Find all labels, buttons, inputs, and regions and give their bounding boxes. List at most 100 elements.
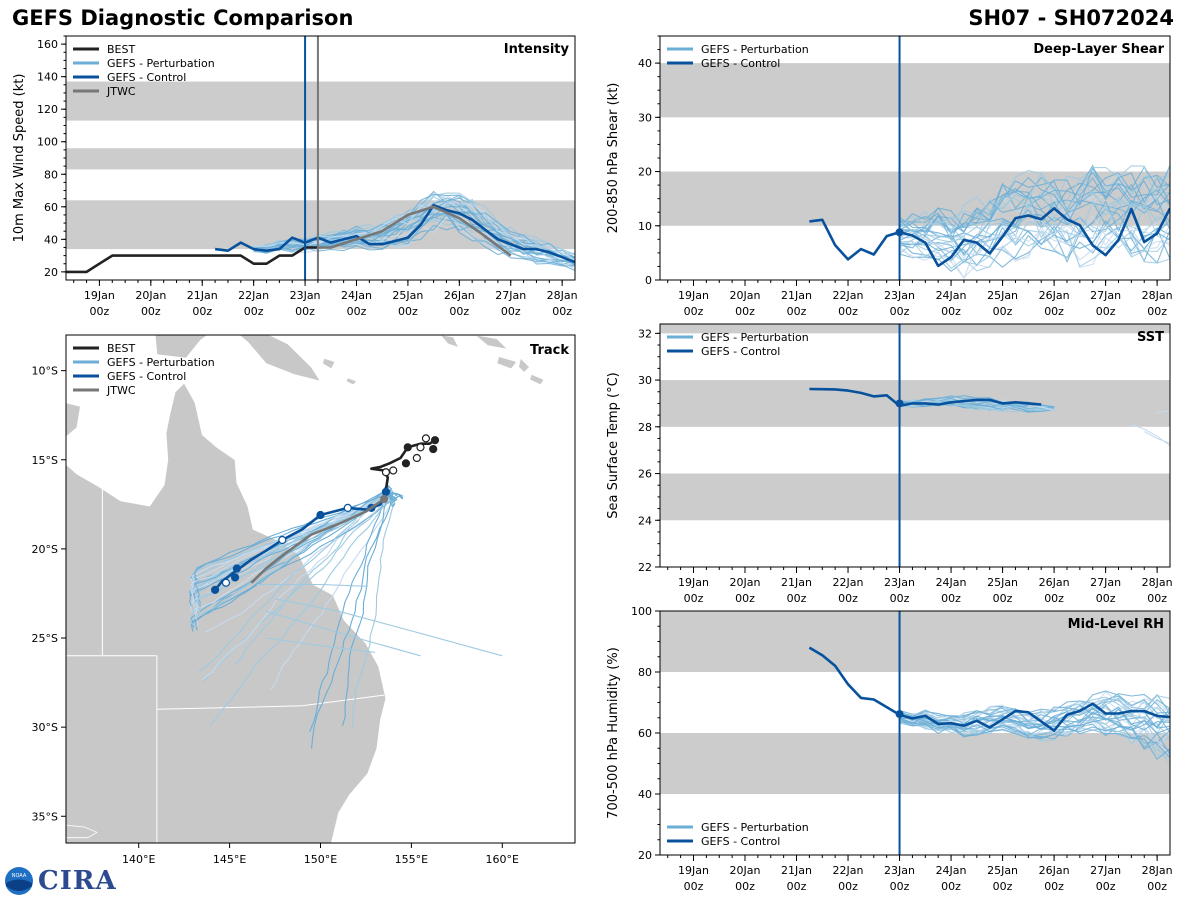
track-ytick-label: 35°S (32, 810, 58, 823)
land-island-2 (345, 377, 358, 386)
xtick-label-hour-shear: 00z (1096, 305, 1116, 318)
track-marker-best-pt (416, 443, 425, 452)
ensemble-member-intensity-29 (253, 203, 575, 261)
legend-label-control: GEFS - Control (701, 345, 780, 358)
series-best-intensity (66, 246, 318, 274)
ensemble-track-16 (234, 497, 389, 666)
legend-label-perturbation: GEFS - Perturbation (701, 331, 809, 344)
ylabel-intensity: 10m Max Wind Speed (kt) (12, 74, 27, 243)
xtick-label-day-intensity: 22Jan (238, 289, 269, 302)
track-marker-best-pt (389, 466, 398, 475)
xtick-label-day-shear: 24Jan (936, 289, 967, 302)
panel-title-rh: Mid-Level RH (1068, 617, 1164, 632)
land-island-6 (518, 357, 531, 373)
track-marker-control-pt (343, 503, 352, 512)
ytick-label-rh: 20 (638, 849, 652, 862)
plot-area-sst (660, 324, 1170, 521)
track-marker-control-pt (221, 578, 231, 587)
ensemble-track-5 (205, 497, 392, 633)
xtick-label-day-intensity: 20Jan (135, 289, 166, 302)
ensemble-track-22 (190, 499, 384, 591)
xtick-label-day-rh: 24Jan (936, 864, 967, 877)
xtick-label-hour-rh: 00z (787, 880, 807, 893)
ensemble-member-rh-10 (899, 704, 1170, 738)
track-ytick-label: 15°S (32, 454, 58, 467)
ytick-label-sst: 22 (638, 561, 652, 574)
track-jtwc (250, 497, 385, 584)
xtick-label-hour-intensity: 00z (398, 305, 418, 318)
ensemble-member-shear-17 (899, 200, 1170, 252)
ensemble-cluster-12 (385, 492, 395, 501)
ytick-label-intensity: 40 (44, 233, 58, 246)
land-island-3 (439, 335, 460, 349)
xtick-label-hour-rh: 00z (684, 880, 704, 893)
ensemble-track-13 (195, 499, 394, 631)
map-area (66, 335, 545, 843)
band-sst-0 (660, 473, 1170, 521)
band-rh-0 (660, 733, 1170, 794)
panel-track: 140°E 145°E 150°E 155°E 160°E 10°S 15°S 20°S 25°… (32, 334, 576, 866)
ylabel-rh: 700-500 hPa Humidity (%) (606, 647, 621, 819)
track-xtick-label: 140°E (122, 853, 155, 866)
xtick-label-hour-rh: 00z (838, 880, 858, 893)
xtick-label-day-shear: 20Jan (730, 289, 761, 302)
ensemble-member-shear-19 (899, 172, 1170, 234)
ytick-label-intensity: 140 (37, 71, 58, 84)
land-island-7 (529, 373, 545, 386)
ytick-label-intensity: 120 (37, 103, 58, 116)
xtick-label-day-rh: 28Jan (1142, 864, 1173, 877)
xtick-label-day-shear: 26Jan (1039, 289, 1070, 302)
ytick-label-intensity: 100 (37, 136, 58, 149)
land-island-5 (496, 355, 518, 370)
ytick-label-intensity: 60 (44, 201, 58, 214)
xtick-label-day-sst: 19Jan (678, 576, 709, 589)
legend-label-best: BEST (107, 43, 135, 56)
ensemble-track-long-1 (265, 610, 421, 657)
ensemble-cluster-3 (388, 492, 404, 500)
track-ytick-label: 20°S (32, 543, 58, 556)
ensemble-track-long-0 (274, 598, 503, 657)
ensemble-member-shear-4 (899, 180, 1170, 240)
panel-title-shear: Deep-Layer Shear (1033, 42, 1164, 57)
xtick-label-day-rh: 26Jan (1039, 864, 1070, 877)
band-intensity-1 (66, 148, 575, 170)
xtick-label-day-rh: 27Jan (1090, 864, 1121, 877)
panel-title-track: Track (530, 343, 569, 358)
ensemble-member-rh-29 (899, 690, 1170, 722)
xtick-label-day-intensity: 25Jan (392, 289, 423, 302)
xtick-label-hour-intensity: 00z (90, 305, 110, 318)
series-control-intensity (214, 203, 575, 264)
ensemble-track-25 (352, 500, 396, 728)
ensemble-member-shear-26 (899, 214, 1170, 260)
xtick-label-day-intensity: 28Jan (547, 289, 578, 302)
xtick-label-day-sst: 23Jan (884, 576, 915, 589)
ytick-label-intensity: 80 (44, 168, 58, 181)
ensemble-trace-sst-2 (1157, 409, 1170, 414)
ytick-label-sst: 24 (638, 514, 652, 527)
series-control-shear (809, 207, 1170, 268)
xtick-label-hour-sst: 00z (1147, 592, 1167, 605)
xtick-label-hour-intensity: 00z (347, 305, 367, 318)
ensemble-trace-sst-1 (1143, 431, 1170, 444)
legend-label-control: GEFS - Control (107, 370, 186, 383)
ensemble-track-23 (209, 497, 393, 726)
track-xtick-label: 145°E (213, 853, 246, 866)
storm-id: SH07 - SH072024 (968, 6, 1174, 30)
xtick-label-day-sst: 21Jan (781, 576, 812, 589)
xtick-label-hour-sst: 00z (941, 592, 961, 605)
track-marker-jtwc-pt (380, 494, 389, 504)
land-kangaroo-island (66, 824, 98, 839)
xtick-label-hour-rh: 00z (735, 880, 755, 893)
ensemble-track-35 (310, 498, 393, 749)
xtick-label-day-intensity: 23Jan (290, 289, 321, 302)
ensemble-track-32 (341, 499, 388, 726)
ensemble-track-long-3 (265, 637, 376, 653)
xtick-label-day-sst: 22Jan (833, 576, 864, 589)
xtick-label-day-shear: 28Jan (1142, 289, 1173, 302)
track-marker-control-pt (316, 510, 325, 520)
ensemble-track-30 (194, 492, 391, 603)
ylabel-shear: 200-850 hPa Shear (kt) (606, 83, 621, 234)
band-rh-1 (660, 611, 1170, 672)
xtick-label-hour-shear: 00z (838, 305, 858, 318)
